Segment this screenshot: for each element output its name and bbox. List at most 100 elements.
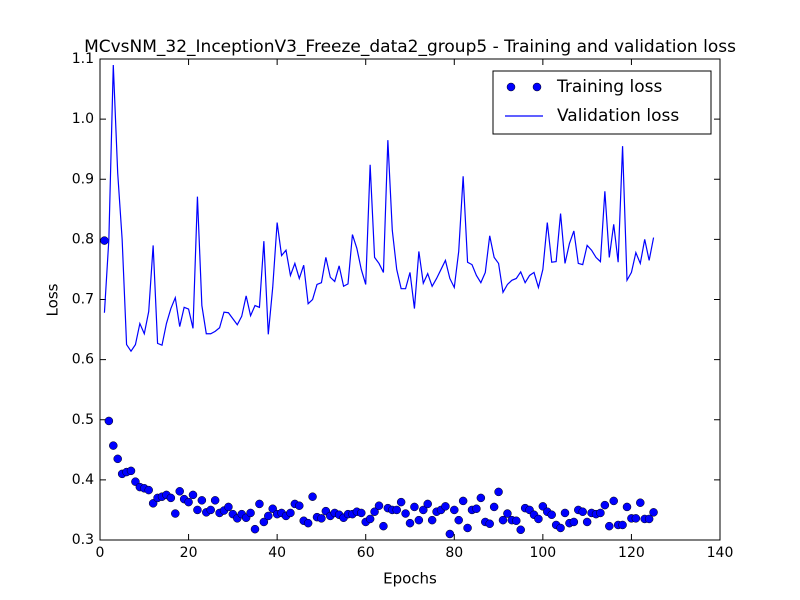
training-point — [441, 502, 450, 511]
training-point — [419, 505, 428, 515]
training-point — [618, 520, 627, 530]
training-point — [582, 517, 592, 527]
x-tick-label: 40 — [268, 545, 286, 561]
training-point — [605, 521, 614, 531]
legend-label: Validation loss — [557, 106, 679, 126]
training-point — [370, 507, 379, 516]
training-point — [631, 514, 641, 523]
training-point — [547, 510, 556, 519]
training-point — [578, 507, 587, 516]
y-tick-label: 0.6 — [72, 352, 94, 368]
chart-title: MCvsNM_32_InceptionV3_Freeze_data2_group… — [84, 37, 736, 57]
y-tick-label: 0.7 — [72, 292, 94, 308]
training-point — [556, 523, 565, 533]
training-point — [303, 518, 313, 528]
training-point — [357, 508, 366, 518]
training-point — [644, 514, 654, 524]
training-point — [286, 508, 295, 518]
training-point — [512, 516, 521, 526]
training-point — [109, 441, 118, 450]
legend-label: Training loss — [556, 77, 662, 97]
x-tick-label: 20 — [180, 545, 198, 561]
training-point — [569, 517, 579, 527]
training-point — [454, 515, 463, 525]
training-point — [259, 517, 269, 527]
training-point — [609, 496, 618, 506]
y-tick-label: 0.4 — [72, 472, 94, 488]
y-tick-label: 0.3 — [72, 532, 94, 548]
training-point — [104, 416, 114, 426]
training-point — [224, 502, 233, 512]
training-point — [374, 501, 384, 510]
training-point — [596, 508, 605, 518]
training-point — [295, 501, 304, 510]
plot-frame — [99, 58, 721, 541]
x-tick-label: 120 — [618, 545, 645, 561]
legend-box — [492, 70, 712, 135]
training-point — [166, 493, 176, 503]
training-point — [175, 487, 184, 496]
x-tick-label: 140 — [707, 545, 734, 561]
training-point — [100, 236, 109, 245]
legend-marker — [506, 82, 516, 92]
training-point — [450, 505, 459, 515]
training-point — [414, 515, 424, 525]
training-point — [498, 515, 508, 525]
y-tick-label: 0.9 — [72, 171, 94, 187]
training-point — [410, 502, 419, 512]
y-tick-label: 0.5 — [72, 412, 94, 428]
training-point — [184, 497, 193, 507]
training-point — [255, 499, 264, 509]
training-point — [126, 466, 136, 476]
x-tick-label: 100 — [529, 545, 556, 561]
training-point — [600, 500, 610, 510]
y-tick-label: 0.8 — [72, 231, 94, 247]
y-axis-label: Loss — [44, 283, 62, 316]
training-point — [246, 508, 255, 518]
training-point — [210, 496, 220, 505]
validation-line — [103, 64, 655, 353]
training-point — [197, 496, 207, 505]
training-point — [476, 493, 486, 503]
training-point — [171, 509, 180, 518]
training-point — [516, 525, 525, 535]
training-point — [649, 508, 658, 517]
x-axis-label: Epochs — [383, 570, 437, 588]
legend-marker — [532, 82, 542, 92]
training-point — [423, 499, 432, 509]
training-point — [264, 511, 273, 521]
y-tick-label: 1.1 — [72, 51, 94, 67]
training-point — [365, 514, 375, 524]
y-tick-label: 1.0 — [72, 111, 94, 127]
training-point — [379, 521, 388, 531]
training-point — [503, 509, 512, 518]
training-point — [458, 496, 468, 506]
training-point — [463, 523, 472, 533]
training-point — [317, 514, 326, 523]
training-point — [188, 490, 198, 500]
training-point — [489, 502, 499, 512]
training-point — [560, 508, 570, 518]
training-point — [494, 487, 503, 497]
training-point — [193, 505, 202, 515]
x-tick-label: 80 — [445, 545, 463, 561]
training-point — [622, 502, 632, 512]
training-point — [485, 519, 494, 529]
training-point — [427, 515, 437, 525]
training-point — [144, 485, 153, 495]
training-point — [250, 524, 260, 534]
training-point — [636, 498, 645, 507]
training-point — [445, 529, 455, 539]
training-point — [206, 505, 215, 515]
training-point — [534, 514, 543, 524]
training-point — [472, 504, 481, 513]
training-point — [308, 492, 317, 501]
x-tick-label: 60 — [357, 545, 375, 561]
training-point — [392, 505, 401, 515]
training-point — [396, 497, 406, 507]
x-tick-label: 0 — [96, 545, 105, 561]
training-point — [405, 518, 415, 528]
training-point — [113, 454, 122, 464]
training-point — [401, 509, 410, 518]
